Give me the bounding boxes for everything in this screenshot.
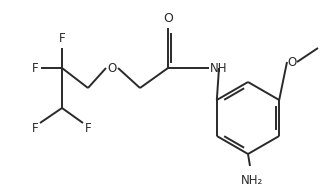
Text: F: F (85, 122, 91, 135)
Text: NH: NH (210, 61, 227, 74)
Text: F: F (59, 32, 65, 45)
Text: O: O (107, 61, 116, 74)
Text: NH₂: NH₂ (241, 174, 263, 187)
Text: O: O (287, 55, 297, 69)
Text: O: O (163, 12, 173, 25)
Text: F: F (32, 61, 38, 74)
Text: F: F (32, 122, 38, 135)
